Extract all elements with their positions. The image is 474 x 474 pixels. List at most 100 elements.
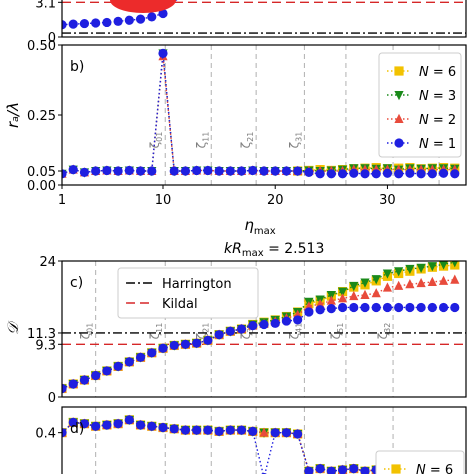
data-point [438, 302, 449, 313]
data-point [248, 165, 258, 176]
data-point [304, 466, 314, 474]
data-point [394, 267, 404, 277]
zeta-label: ζ31 [287, 132, 303, 149]
legend-marker [391, 464, 401, 474]
data-point [236, 166, 247, 176]
data-point [337, 302, 348, 313]
data-point [450, 302, 460, 313]
y-tick-label: 9.3 [35, 338, 56, 353]
axes-frame [61, 260, 467, 398]
data-point [360, 302, 370, 313]
y-tick-label: 11.3 [27, 327, 56, 342]
data-point [416, 169, 426, 179]
data-point [416, 302, 426, 313]
legend-marker [394, 91, 404, 101]
data-point [259, 319, 269, 330]
zeta-subscript: 51 [336, 323, 345, 333]
data-point [405, 168, 415, 178]
axes-frame [61, 0, 467, 38]
title-subscript: max [242, 248, 264, 259]
data-point [135, 166, 146, 176]
data-point [91, 370, 101, 381]
data-point [382, 168, 393, 178]
data-point [394, 280, 404, 290]
zeta-subscript: 41 [294, 323, 303, 333]
data-point [427, 302, 437, 313]
data-point [427, 169, 437, 179]
legend-var: N [419, 137, 429, 152]
zeta-subscript: 31 [294, 132, 303, 142]
y-tick-label: 0.4 [35, 427, 56, 442]
series-line [62, 306, 455, 390]
data-point [270, 166, 280, 176]
data-point [147, 348, 157, 358]
data-point [180, 425, 191, 435]
data-point [158, 48, 168, 59]
data-point [293, 315, 303, 325]
legend-label: N = 6 [419, 65, 456, 80]
data-point [147, 12, 157, 22]
data-point [135, 420, 146, 430]
zeta-subscript: 01 [155, 132, 164, 142]
data-point [371, 288, 381, 298]
data-point [259, 427, 269, 437]
legend-var: N [419, 113, 429, 128]
data-point [180, 166, 191, 176]
data-point [169, 424, 179, 434]
zeta-label: ζ11 [194, 132, 210, 149]
data-point [248, 321, 258, 331]
y-tick-label: 0 [48, 31, 56, 46]
plot-area [62, 0, 466, 34]
panel-1: 03.1 [35, 0, 467, 46]
data-point [326, 295, 336, 305]
data-point [169, 340, 179, 351]
data-point [304, 167, 314, 177]
zeta-label: ζ01 [148, 132, 164, 149]
series-line [62, 261, 455, 390]
data-point [326, 466, 336, 474]
y-tick-label: 3.1 [35, 0, 56, 11]
data-point [192, 425, 202, 435]
legend-c: Harrington Kildal [117, 267, 259, 319]
data-point [113, 361, 123, 371]
legend-b: N = 6N = 3N = 2N = 1 [378, 52, 462, 158]
legend-label: Kildal [162, 297, 198, 312]
data-point [382, 302, 393, 313]
legend-marker [394, 138, 404, 148]
plot-area: ζ01 ζ11 ζ21 ζ31 [62, 45, 460, 185]
data-point [214, 426, 224, 436]
legend-label: N = 1 [419, 137, 456, 152]
data-point [135, 352, 146, 362]
data-point [236, 425, 247, 435]
data-point [450, 169, 460, 179]
data-point [416, 263, 426, 273]
data-point [169, 166, 179, 176]
legend-marker [394, 66, 404, 76]
data-point [360, 278, 370, 288]
highlight-blob [110, 0, 176, 13]
data-point [91, 166, 101, 176]
data-point [405, 264, 415, 275]
zeta-subscript: 21 [246, 132, 255, 142]
data-point [349, 168, 359, 178]
data-point [382, 282, 393, 292]
data-point [214, 166, 224, 176]
legend-frame [117, 267, 259, 319]
legend-label: N = 6 [416, 463, 453, 474]
panel-label: b) [70, 59, 84, 75]
x-tick-label: 1 [58, 193, 66, 208]
data-point [147, 421, 157, 431]
legend-var: N [419, 65, 429, 80]
chart-title: kRmax = 2.513 [224, 241, 324, 259]
data-point [337, 287, 348, 297]
data-point [281, 166, 292, 176]
y-tick-label: 0.05 [27, 165, 56, 180]
plot-area: ζ01ζ11ζ21ζ31ζ41ζ51ζ32 [62, 261, 466, 397]
data-point [427, 276, 437, 286]
x-axis-subscript: max [254, 226, 276, 237]
data-point [147, 166, 157, 176]
data-point [236, 324, 247, 334]
y-tick-label: 0.25 [27, 109, 56, 124]
legend-var: N [419, 89, 429, 104]
